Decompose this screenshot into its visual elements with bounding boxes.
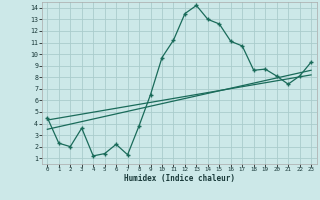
X-axis label: Humidex (Indice chaleur): Humidex (Indice chaleur) bbox=[124, 174, 235, 183]
